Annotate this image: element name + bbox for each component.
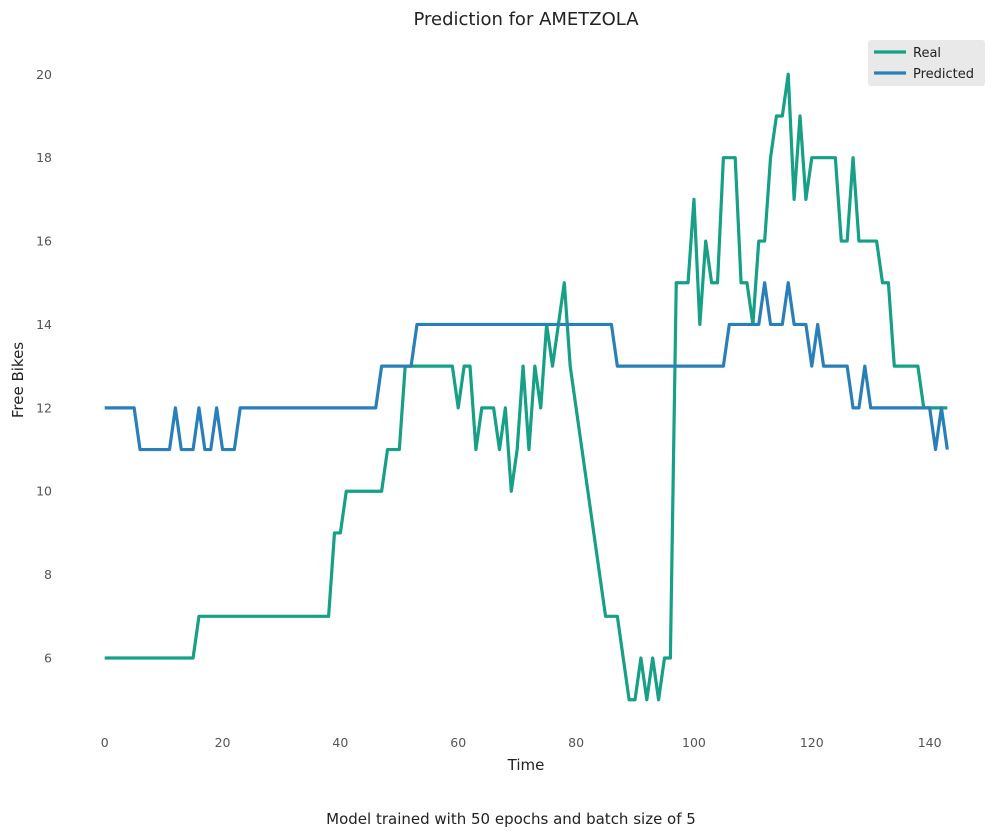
x-tick-label: 0 xyxy=(101,735,109,750)
chart-caption: Model trained with 50 epochs and batch s… xyxy=(326,810,696,828)
x-tick-label: 80 xyxy=(568,735,584,750)
x-axis-label: Time xyxy=(507,756,545,774)
y-tick-label: 10 xyxy=(36,484,52,499)
x-tick-label: 120 xyxy=(800,735,824,750)
y-tick-label: 12 xyxy=(36,400,52,415)
series-line-predicted xyxy=(104,281,949,452)
y-axis-ticks: 6 8 10 12 14 16 18 20 xyxy=(36,67,52,666)
plot-area xyxy=(104,72,949,702)
y-tick-label: 20 xyxy=(36,67,52,82)
chart-title: Prediction for AMETZOLA xyxy=(413,9,639,30)
x-tick-label: 100 xyxy=(682,735,706,750)
y-tick-label: 14 xyxy=(36,317,52,332)
x-tick-label: 140 xyxy=(918,735,942,750)
legend-label-predicted: Predicted xyxy=(913,67,974,82)
y-tick-label: 16 xyxy=(36,234,52,249)
legend-label-real: Real xyxy=(913,46,941,61)
y-tick-label: 6 xyxy=(44,651,52,666)
y-axis-label: Free Bikes xyxy=(9,342,27,418)
y-tick-label: 18 xyxy=(36,150,52,165)
x-tick-label: 20 xyxy=(215,735,231,750)
legend: Real Predicted xyxy=(868,40,985,86)
x-axis-ticks: 0 20 40 60 80 100 120 140 xyxy=(101,735,942,750)
x-tick-label: 60 xyxy=(450,735,466,750)
x-tick-label: 40 xyxy=(332,735,348,750)
series-line-real xyxy=(104,72,948,702)
y-tick-label: 8 xyxy=(44,567,52,582)
